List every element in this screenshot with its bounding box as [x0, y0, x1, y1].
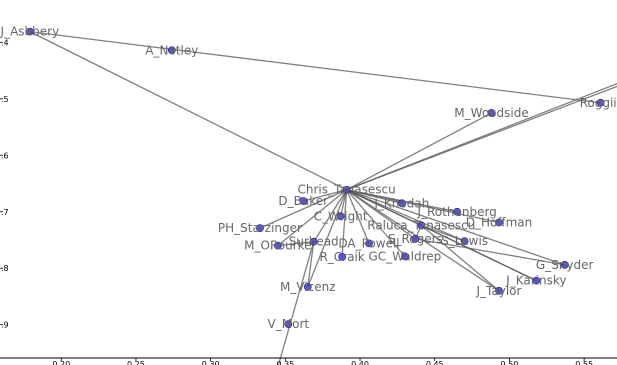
node-label-M_Woodside: M_Woodside: [454, 106, 528, 120]
node-label-J_Rothenberg: J_Rothenberg: [416, 205, 496, 219]
edge-Chris_Tanasescu-DA_Powell: [345, 189, 370, 244]
node-V_Mort: [284, 320, 293, 329]
node-label-V_Mort: V_Mort: [268, 317, 310, 331]
node-label-D_Hoffman: D_Hoffman: [466, 215, 533, 229]
node-G_Snyder: [560, 260, 569, 269]
edge-Chris_Tanasescu-Surhead: [313, 189, 348, 243]
y-tick-label: .9: [1, 321, 9, 330]
node-R_Craik: [338, 253, 347, 261]
node-label-Surhead: Surhead: [289, 235, 339, 249]
node-label-J_Karinsky: J_Karinsky: [505, 274, 566, 288]
node-label-M_ORourke: M_ORourke: [244, 239, 311, 253]
node-label-Roggiir: Roggiir: [580, 96, 617, 110]
x-tick-label: 0.25: [127, 360, 145, 365]
y-tick-label: .5: [1, 95, 9, 104]
edge-Chris_Tanasescu-C_Wright: [339, 189, 348, 217]
y-tick-label: .6: [1, 151, 9, 160]
axes-layer: 0.20 0.25 0.30 0.35 0.40 0.45 0.50 0.55 .4 .5 .6.…: [0, 38, 617, 365]
node-M_Woodside: [487, 109, 496, 117]
node-J_Ashbery: [25, 27, 34, 36]
node-label-DA_Powell: DA_Powell: [338, 236, 399, 250]
node-A_Notley: [167, 46, 176, 55]
node-label-R_Craik: R_Craik: [319, 250, 364, 264]
x-tick-label: 0.40: [351, 360, 369, 365]
node-label-G_Snyder: G_Snyder: [536, 258, 594, 272]
node-D_Baker: [299, 197, 308, 205]
node-Surhead: [309, 237, 318, 246]
edge-Chris_Tanasescu-PH_Starzinger: [259, 189, 347, 229]
node-label-J_Taylor: J_Taylor: [476, 284, 522, 298]
node-J_Khodah: [397, 199, 406, 208]
y-ticks: .4 .5 .6 .7 .8 .9: [0, 38, 9, 330]
node-GC_Waldrep: [400, 252, 409, 261]
y-tick-label: .7: [1, 208, 9, 217]
node-J_Karinsky: [532, 276, 541, 285]
node-Chris_Tanasescu: [342, 185, 351, 194]
node-label-Raluca_Tanasescu: Raluca_Tanasescu: [367, 218, 475, 232]
node-M_ORourke: [273, 241, 282, 250]
node-J_Taylor: [495, 286, 503, 295]
edge-Chris_Tanasescu-G_Snyder: [346, 189, 565, 266]
y-tick-label: .8: [1, 264, 9, 273]
y-tick-label: .4: [1, 38, 9, 47]
node-label-M_Vicenz: M_Vicenz: [280, 280, 336, 294]
edge-Chris_Tanasescu-M_Woodside: [346, 112, 492, 191]
edge-Chris_Tanasescu-D_Hoffman: [346, 189, 500, 224]
node-J_Rothenberg: [453, 207, 462, 216]
edge-Raluca_Tanasescu-S_Lewis: [421, 224, 465, 242]
node-PH_Starzinger: [256, 224, 264, 233]
edge-Surhead-M_ORourke: [277, 241, 314, 247]
edge-Chris_Tanasescu-M_ORourke: [277, 189, 348, 247]
node-S_Lewis: [460, 237, 469, 246]
x-tick-label: 0.50: [501, 360, 519, 365]
x-tick-label: 0.20: [52, 360, 70, 365]
labels-layer: J_Ashbery A_Notley M_Woodside Roggiir Chris_…: [0, 25, 617, 331]
edge-J_Ashbery-Roggiir: [29, 30, 601, 104]
node-label-D_Baker: D_Baker: [278, 194, 328, 208]
edges-layer: [29, 30, 617, 365]
node-label-GC_Waldrep: GC_Waldrep: [368, 249, 441, 263]
node-label-J_Khodah: J_Khodah: [373, 196, 429, 210]
node-label-S_Rogers: S_Rogers: [388, 232, 443, 246]
x-tick-label: 0.55: [575, 360, 593, 365]
edge-Raluca_Tanasescu-J_Karinsky: [421, 224, 537, 282]
edge-J_Ashbery-Chris_Tanasescu: [29, 31, 347, 191]
node-C_Wright: [336, 212, 345, 221]
node-label-PH_Starzinger: PH_Starzinger: [218, 221, 302, 235]
edge-Surhead-M_Vicenz: [307, 241, 315, 287]
node-Roggiir: [596, 98, 605, 107]
edge-Chris_Tanasescu-GC_Waldrep: [346, 189, 406, 257]
edge-offchart-0: [346, 83, 617, 191]
node-label-A_Notley: A_Notley: [145, 43, 198, 57]
nodes-layer: [25, 27, 605, 329]
node-Raluca_Tanasescu: [417, 221, 426, 230]
node-M_Vicenz: [303, 282, 312, 291]
edge-Chris_Tanasescu-M_Vicenz: [307, 189, 348, 288]
x-ticks: 0.20 0.25 0.30 0.35 0.40 0.45 0.50 0.55: [52, 358, 593, 365]
edge-Chris_Tanasescu-R_Craik: [341, 189, 348, 257]
x-tick-label: 0.30: [202, 360, 220, 365]
node-label-S_Lewis: S_Lewis: [441, 234, 488, 248]
node-label-C_Wright: C_Wright: [314, 209, 368, 223]
edge-offchart-1: [346, 85, 617, 191]
edge-Raluca_Tanasescu-J_Taylor: [420, 224, 500, 292]
node-S_Rogers: [411, 234, 420, 243]
node-label-Chris_Tanasescu: Chris_Tanasescu: [297, 183, 395, 197]
edge-Chris_Tanasescu-S_Lewis: [346, 189, 465, 242]
x-tick-label: 0.35: [276, 360, 294, 365]
edge-S_Rogers-G_Snyder: [415, 238, 565, 266]
node-D_Hoffman: [495, 218, 503, 227]
edge-Chris_Tanasescu-D_Baker: [303, 189, 347, 202]
x-tick-label: 0.45: [426, 360, 444, 365]
node-DA_Powell: [365, 239, 373, 248]
node-label-J_Ashbery: J_Ashbery: [0, 25, 59, 39]
edge-offchart-2: [277, 241, 315, 365]
